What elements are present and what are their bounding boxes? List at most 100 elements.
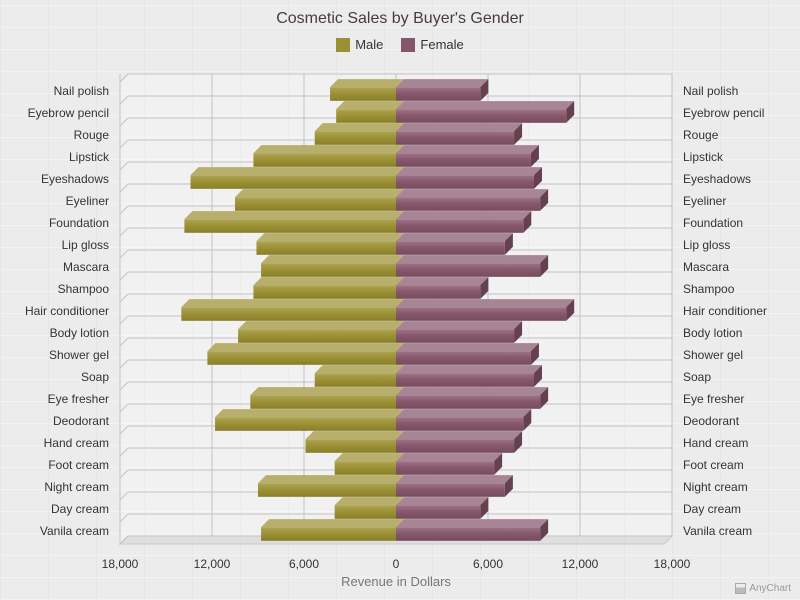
- female-bar-soap-end: [534, 365, 542, 387]
- female-bar-eyebrow-pencil: [396, 109, 567, 123]
- y-tick-label-right: Deodorant: [683, 414, 740, 428]
- y-tick-label-right: Eyeshadows: [683, 172, 751, 186]
- row-grid-depth: [119, 117, 129, 127]
- female-bar-eyeshadows-end: [534, 167, 542, 189]
- female-bar-shower-gel: [396, 351, 531, 365]
- female-bar-deodorant: [396, 417, 524, 431]
- male-bar-night-cream-top: [258, 475, 404, 484]
- female-bar-shower-gel-end: [530, 343, 539, 365]
- row-grid-depth: [119, 381, 129, 391]
- y-tick-label-right: Vanila cream: [683, 524, 752, 538]
- male-bar-eyeshadows: [190, 175, 396, 189]
- male-bar-foot-cream-top: [334, 453, 404, 462]
- female-bar-rouge-end: [514, 123, 523, 145]
- female-bar-lip-gloss-end: [504, 233, 513, 255]
- y-tick-label-left: Shower gel: [49, 348, 109, 362]
- male-bar-shampoo: [253, 285, 396, 299]
- female-bar-lipstick-end: [530, 145, 539, 167]
- female-bar-mascara: [396, 263, 541, 277]
- male-bar-night-cream: [258, 483, 396, 497]
- y-tick-label-left: Foundation: [49, 216, 109, 230]
- female-bar-shampoo-top: [396, 277, 489, 286]
- male-bar-hand-cream-top: [305, 431, 404, 440]
- y-tick-label-left: Nail polish: [54, 84, 109, 98]
- female-bar-eyeliner-end: [540, 189, 549, 211]
- row-grid-depth: [119, 469, 129, 479]
- male-bar-foundation-top: [184, 211, 404, 220]
- male-bar-soap-top: [314, 365, 404, 374]
- x-tick-label: 12,000: [194, 557, 231, 571]
- female-bar-hand-cream-end: [514, 431, 523, 453]
- x-tick-label: 0: [393, 557, 400, 571]
- female-bar-foundation: [396, 219, 524, 233]
- female-bar-night-cream-end: [504, 475, 513, 497]
- female-bar-hair-conditioner: [396, 307, 567, 321]
- male-bar-shower-gel-top: [207, 343, 404, 352]
- female-bar-lip-gloss: [396, 241, 505, 255]
- y-tick-label-right: Night cream: [683, 480, 748, 494]
- y-tick-label-left: Eye fresher: [48, 392, 109, 406]
- female-bar-foundation-top: [396, 211, 532, 220]
- y-tick-label-left: Lip gloss: [62, 238, 109, 252]
- legend-label-female: Female: [420, 37, 464, 52]
- legend-item-male[interactable]: Male: [336, 37, 383, 52]
- female-bar-hair-conditioner-end: [566, 299, 575, 321]
- female-bar-shower-gel-top: [396, 343, 539, 352]
- credit[interactable]: AnyChart: [735, 583, 791, 594]
- male-bar-eye-fresher-top: [250, 387, 404, 396]
- male-bar-hair-conditioner-top: [181, 299, 404, 308]
- row-grid-depth: [119, 205, 129, 215]
- row-grid-depth: [119, 95, 129, 105]
- y-tick-label-left: Night cream: [44, 480, 109, 494]
- female-bar-soap: [396, 373, 534, 387]
- male-bar-day-cream-top: [334, 497, 404, 506]
- male-bar-deodorant-top: [215, 409, 404, 418]
- male-bar-shower-gel: [207, 351, 396, 365]
- y-tick-label-left: Hair conditioner: [25, 304, 109, 318]
- y-tick-label-left: Vanila cream: [40, 524, 109, 538]
- x-axis-title: Revenue in Dollars: [341, 574, 451, 589]
- row-grid-depth: [119, 271, 129, 281]
- legend-item-female[interactable]: Female: [401, 37, 464, 52]
- female-bar-eyeshadows: [396, 175, 534, 189]
- female-bar-lipstick-top: [396, 145, 539, 154]
- y-tick-label-left: Rouge: [74, 128, 110, 142]
- female-bar-hand-cream: [396, 439, 515, 453]
- female-bar-vanila-cream-top: [396, 519, 549, 528]
- x-tick-label: 12,000: [562, 557, 599, 571]
- female-bar-eyeliner: [396, 197, 541, 211]
- y-tick-label-left: Hand cream: [44, 436, 109, 450]
- male-bar-mascara-top: [261, 255, 404, 264]
- y-tick-label-left: Eyeliner: [66, 194, 109, 208]
- female-bar-body-lotion: [396, 329, 515, 343]
- x-tick-label: 18,000: [102, 557, 139, 571]
- y-tick-label-left: Lipstick: [69, 150, 110, 164]
- y-tick-label-right: Nail polish: [683, 84, 738, 98]
- female-bar-eyeshadows-top: [396, 167, 542, 176]
- y-tick-label-left: Shampoo: [58, 282, 110, 296]
- male-bar-day-cream: [334, 505, 396, 519]
- x-tick-label: 6,000: [473, 557, 503, 571]
- female-bar-hair-conditioner-top: [396, 299, 575, 308]
- female-bar-eye-fresher-top: [396, 387, 549, 396]
- female-bar-foot-cream-top: [396, 453, 503, 462]
- female-bar-rouge-top: [396, 123, 523, 132]
- y-tick-label-left: Foot cream: [48, 458, 109, 472]
- male-bar-eye-fresher: [250, 395, 396, 409]
- x-tick-label: 6,000: [289, 557, 319, 571]
- legend-swatch-male: [336, 37, 351, 52]
- male-bar-foot-cream: [334, 461, 396, 475]
- female-bar-soap-top: [396, 365, 542, 374]
- y-tick-label-left: Deodorant: [53, 414, 110, 428]
- anychart-logo-icon: [735, 583, 747, 594]
- female-bar-nail-polish: [396, 87, 481, 101]
- female-bar-eyebrow-pencil-end: [566, 101, 575, 123]
- female-bar-eyebrow-pencil-top: [396, 101, 575, 110]
- row-grid-depth: [119, 139, 129, 149]
- male-bar-shampoo-top: [253, 277, 404, 286]
- row-grid-depth: [119, 315, 129, 325]
- female-bar-nail-polish-top: [396, 79, 489, 88]
- y-tick-label-right: Eyeliner: [683, 194, 726, 208]
- y-tick-label-right: Hand cream: [683, 436, 748, 450]
- y-tick-label-left: Mascara: [63, 260, 109, 274]
